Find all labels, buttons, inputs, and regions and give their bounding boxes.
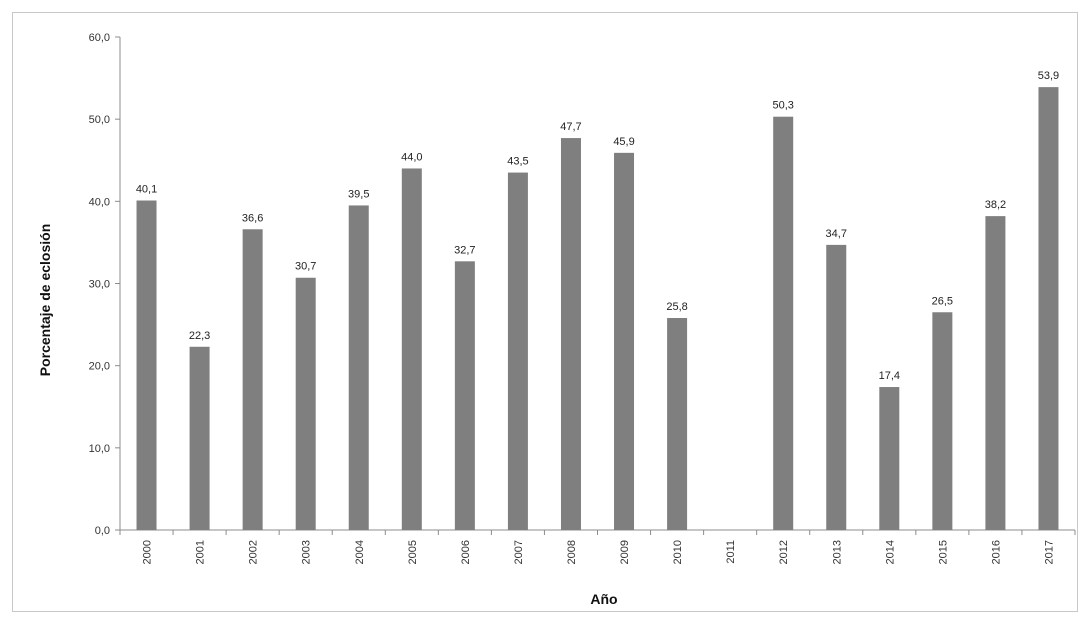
x-tick-label: 2010 xyxy=(672,540,684,564)
data-label-2005: 44,0 xyxy=(401,151,422,163)
data-labels: 40,1 22,3 36,6 30,7 39,5 44,0 32,7 43,5 47,7 45,9… xyxy=(136,70,1059,382)
y-tick-label: 50,0 xyxy=(89,114,110,126)
data-label-2000: 40,1 xyxy=(136,184,157,196)
bar-2014 xyxy=(879,387,900,530)
data-label-2008: 47,7 xyxy=(560,121,581,133)
data-label-2014: 17,4 xyxy=(879,370,900,382)
x-tick-label: 2003 xyxy=(301,540,313,564)
data-label-2010: 25,8 xyxy=(666,301,687,313)
x-axis-title: Año xyxy=(590,591,617,607)
bar-2013 xyxy=(826,244,847,531)
bar-2015 xyxy=(932,312,953,530)
data-label-2009: 45,9 xyxy=(613,136,634,148)
bar-2007 xyxy=(507,172,528,530)
x-tick-label: 2012 xyxy=(778,540,790,564)
y-tick-label: 10,0 xyxy=(89,443,110,455)
bar-2009 xyxy=(614,152,635,531)
x-tick-label: 2007 xyxy=(513,540,525,564)
x-tick-label: 2016 xyxy=(990,540,1002,564)
bar-2001 xyxy=(189,346,210,530)
bars xyxy=(136,87,1059,531)
x-tick-label: 2000 xyxy=(142,540,154,564)
bar-2006 xyxy=(454,261,475,530)
data-label-2004: 39,5 xyxy=(348,188,369,200)
bar-2002 xyxy=(242,229,263,530)
data-label-2003: 30,7 xyxy=(295,261,316,273)
axes: 0,0 10,0 20,0 30,0 40,0 50,0 60,0 2000 2001 2002 2… xyxy=(89,32,1076,564)
bar-2000 xyxy=(136,200,157,531)
data-label-2012: 50,3 xyxy=(772,100,793,112)
bar-2004 xyxy=(348,205,369,531)
data-label-2007: 43,5 xyxy=(507,156,528,168)
x-tick-label: 2005 xyxy=(407,540,419,564)
y-tick-label: 20,0 xyxy=(89,361,110,373)
x-tick-label: 2006 xyxy=(460,540,472,564)
x-tick-label: 2004 xyxy=(354,540,366,564)
x-tick-label: 2001 xyxy=(195,540,207,564)
data-label-2002: 36,6 xyxy=(242,212,263,224)
data-label-2006: 32,7 xyxy=(454,244,475,256)
x-tick-label: 2014 xyxy=(884,540,896,564)
data-label-2015: 26,5 xyxy=(932,295,953,307)
x-tick-label: 2011 xyxy=(725,540,737,564)
y-tick-label: 60,0 xyxy=(89,32,110,44)
x-tick-label: 2009 xyxy=(619,540,631,564)
data-label-2001: 22,3 xyxy=(189,330,210,342)
x-tick-label: 2015 xyxy=(937,540,949,564)
x-tick-label: 2017 xyxy=(1043,540,1055,564)
x-tick-label: 2008 xyxy=(566,540,578,564)
bar-2012 xyxy=(773,116,794,531)
data-label-2016: 38,2 xyxy=(985,199,1006,211)
bar-2005 xyxy=(401,168,422,530)
data-label-2013: 34,7 xyxy=(826,228,847,240)
bar-2008 xyxy=(560,138,581,530)
x-tick-label: 2013 xyxy=(831,540,843,564)
bar-2016 xyxy=(985,216,1006,530)
bar-2003 xyxy=(295,277,316,530)
y-tick-label: 30,0 xyxy=(89,279,110,291)
y-tick-label: 0,0 xyxy=(95,525,110,537)
y-axis-title: Porcentaje de eclosión xyxy=(37,224,53,377)
data-label-2017: 53,9 xyxy=(1038,70,1059,82)
y-tick-label: 40,0 xyxy=(89,196,110,208)
x-tick-label: 2002 xyxy=(248,540,260,564)
bar-2017 xyxy=(1038,87,1059,530)
bar-2010 xyxy=(667,318,688,530)
